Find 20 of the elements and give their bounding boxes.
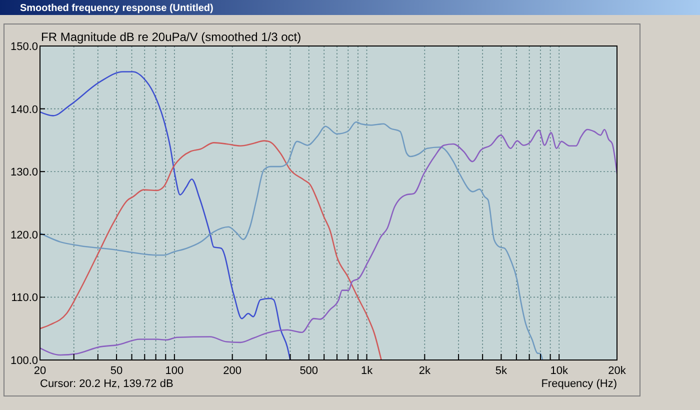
chart-title: FR Magnitude dB re 20uPa/V (smoothed 1/3 oct) (41, 30, 302, 44)
x-tick-label: 20 (34, 365, 46, 377)
x-tick-label: 10k (550, 365, 568, 377)
x-tick-label: 1k (360, 365, 374, 377)
y-tick-label: 130.0 (10, 166, 38, 179)
y-tick-label: 110.0 (11, 292, 38, 304)
x-tick-label: 2k (418, 365, 431, 377)
x-axis-title: Frequency (Hz) (541, 378, 617, 390)
x-tick-label: 20k (608, 365, 626, 377)
y-tick-label: 150.0 (10, 41, 38, 53)
y-tick-label: 120.0 (10, 229, 38, 242)
x-tick-label: 200 (223, 365, 242, 377)
text: Cursor: 20.2 Hz, 139.72 dB (40, 378, 174, 390)
y-tick-label: 100.0 (10, 355, 38, 367)
x-tick-label: 50 (110, 365, 123, 377)
x-tick-label: 5k (495, 365, 508, 377)
text: Smoothed frequency response (Untitled) (20, 3, 214, 14)
y-tick-label: 140.0 (10, 104, 38, 116)
x-tick-label: 500 (300, 365, 318, 377)
x-tick-label: 100 (165, 365, 184, 377)
